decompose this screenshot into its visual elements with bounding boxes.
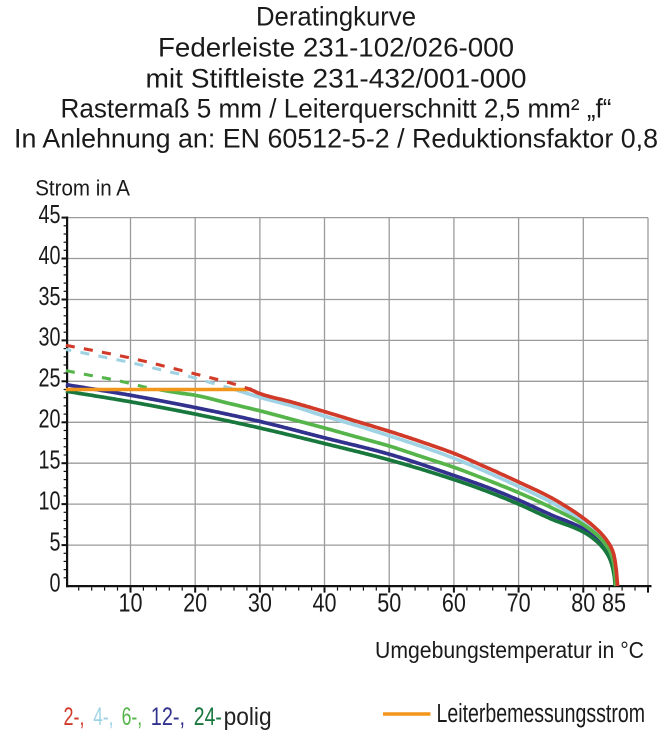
svg-text:mit Stiftleiste 231-432/001-00: mit Stiftleiste 231-432/001-000 xyxy=(146,64,527,94)
svg-text:50: 50 xyxy=(377,589,401,617)
svg-text:0: 0 xyxy=(50,569,61,597)
svg-text:4-,: 4-, xyxy=(93,703,113,731)
svg-text:45: 45 xyxy=(39,201,61,229)
svg-text:5: 5 xyxy=(50,528,61,556)
svg-text:In Anlehnung an: EN 60512-5-2: In Anlehnung an: EN 60512-5-2 / Reduktio… xyxy=(14,124,658,154)
svg-text:Deratingkurve: Deratingkurve xyxy=(256,2,416,32)
svg-text:10: 10 xyxy=(39,487,61,515)
svg-text:24-: 24- xyxy=(194,703,222,731)
svg-text:60: 60 xyxy=(442,589,466,617)
svg-text:25: 25 xyxy=(39,365,61,393)
svg-text:polig: polig xyxy=(224,703,272,731)
svg-text:20: 20 xyxy=(183,589,207,617)
svg-text:6-,: 6-, xyxy=(122,703,143,731)
svg-text:15: 15 xyxy=(39,446,61,474)
svg-text:12-,: 12-, xyxy=(151,703,185,731)
svg-text:70: 70 xyxy=(507,589,531,617)
svg-text:2-,: 2-, xyxy=(64,703,85,731)
svg-text:35: 35 xyxy=(39,283,61,311)
svg-text:Leiterbemessungsstrom: Leiterbemessungsstrom xyxy=(437,700,646,728)
svg-text:Umgebungstemperatur in °C: Umgebungstemperatur in °C xyxy=(375,637,644,663)
svg-text:80: 80 xyxy=(571,589,595,617)
svg-text:30: 30 xyxy=(248,589,272,617)
svg-text:Strom in A: Strom in A xyxy=(35,175,130,200)
svg-text:Rastermaß 5 mm / Leiterquersch: Rastermaß 5 mm / Leiterquerschnitt 2,5 m… xyxy=(61,93,612,123)
svg-text:30: 30 xyxy=(39,324,61,352)
svg-text:Federleiste 231-102/026-000: Federleiste 231-102/026-000 xyxy=(158,33,514,63)
svg-text:40: 40 xyxy=(313,589,337,617)
svg-text:85: 85 xyxy=(602,589,626,617)
svg-text:40: 40 xyxy=(39,242,61,270)
svg-text:10: 10 xyxy=(118,589,142,617)
svg-text:20: 20 xyxy=(39,406,61,434)
